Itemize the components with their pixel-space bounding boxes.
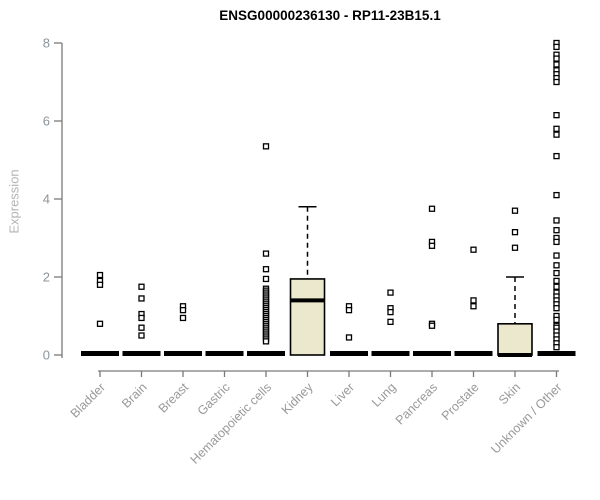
x-category-label: Pancreas [393, 380, 440, 427]
y-tick-label: 0 [43, 348, 50, 363]
boxplot-gastric [205, 351, 244, 356]
outlier-point [470, 297, 477, 304]
outlier-point [138, 324, 145, 331]
outlier-point [553, 227, 560, 234]
outlier-point [553, 78, 560, 86]
outlier-point [511, 207, 519, 214]
outlier-point [553, 125, 560, 132]
collapsed-box [454, 351, 493, 356]
collapsed-box [81, 351, 119, 356]
collapsed-box [371, 351, 410, 356]
y-tick-label: 2 [43, 270, 50, 285]
outlier-point [428, 242, 436, 249]
collapsed-box [164, 351, 202, 356]
boxplot-kidney [289, 206, 326, 356]
boxplot-unknown-other [537, 39, 576, 356]
collapsed-box [247, 351, 285, 356]
outlier-point [553, 55, 560, 62]
outlier-point [553, 238, 560, 246]
outlier-point [262, 266, 270, 273]
outlier-point [428, 205, 436, 212]
collapsed-box [413, 351, 451, 356]
outlier-point [553, 283, 560, 290]
outlier-point [553, 269, 560, 277]
boxplot-skin [497, 207, 533, 357]
x-category-label: Kidney [279, 380, 316, 417]
boxplot-hematopoietic-cells [247, 143, 285, 356]
x-category-label: Skin [496, 380, 523, 407]
boxplot-brain [122, 283, 161, 356]
outlier-point [387, 318, 394, 326]
x-category-label: Prostate [439, 380, 482, 423]
outlier-point [179, 314, 187, 322]
x-category-label: Unknown / Other [488, 380, 564, 456]
outlier-point [387, 289, 394, 296]
outlier-point [470, 246, 477, 253]
outlier-point [553, 191, 560, 199]
outlier-point [553, 305, 560, 312]
outlier-point [138, 283, 145, 290]
boxplot-lung [371, 289, 410, 356]
outlier-point [553, 43, 560, 51]
x-category-label: Breast [156, 380, 192, 416]
x-category-label: Liver [328, 380, 357, 409]
collapsed-box [122, 351, 161, 356]
boxplot-breast [164, 303, 202, 356]
collapsed-box [205, 351, 244, 356]
outlier-point [387, 308, 394, 316]
outlier-point [138, 314, 145, 322]
x-category-label: Bladder [68, 380, 108, 420]
boxplot-prostate [454, 246, 493, 356]
x-category-label: Hematopoietic cells [188, 380, 275, 467]
boxplot-liver [330, 303, 368, 356]
outlier-point [511, 228, 519, 236]
boxplot-bladder [81, 271, 119, 356]
outlier-point [511, 244, 519, 251]
collapsed-box [330, 351, 368, 356]
outlier-point [96, 320, 104, 327]
outlier-point [553, 112, 560, 119]
y-tick-label: 8 [43, 36, 50, 51]
outlier-point [96, 271, 104, 279]
outlier-point [553, 316, 560, 324]
box-rect [289, 278, 326, 356]
outlier-point [553, 252, 560, 259]
outlier-point [262, 250, 270, 257]
outlier-point [262, 143, 270, 150]
outlier-point [138, 332, 145, 339]
outlier-point [428, 322, 436, 329]
y-tick-label: 4 [43, 192, 50, 207]
outlier-point [345, 334, 353, 341]
outlier-point [553, 217, 560, 224]
outlier-point [470, 303, 477, 310]
outlier-point [179, 306, 187, 314]
chart-title: ENSG00000236130 - RP11-23B15.1 [219, 8, 441, 23]
outlier-point [262, 275, 270, 283]
x-category-label: Brain [119, 380, 150, 411]
outlier-point [262, 338, 270, 345]
collapsed-box [537, 351, 576, 356]
x-category-label: Gastric [195, 380, 233, 418]
outlier-point [553, 61, 560, 68]
outlier-point [553, 344, 560, 351]
outlier-point [138, 295, 145, 302]
box-rect [497, 322, 533, 356]
y-tick-label: 6 [43, 114, 50, 129]
outlier-point [553, 152, 560, 160]
outlier-point [345, 306, 353, 314]
boxplot-pancreas [413, 205, 451, 356]
outlier-point [553, 131, 560, 138]
x-category-label: Lung [369, 380, 399, 410]
outlier-point [553, 262, 560, 269]
outlier-point [96, 281, 104, 288]
outlier-point [553, 277, 560, 285]
